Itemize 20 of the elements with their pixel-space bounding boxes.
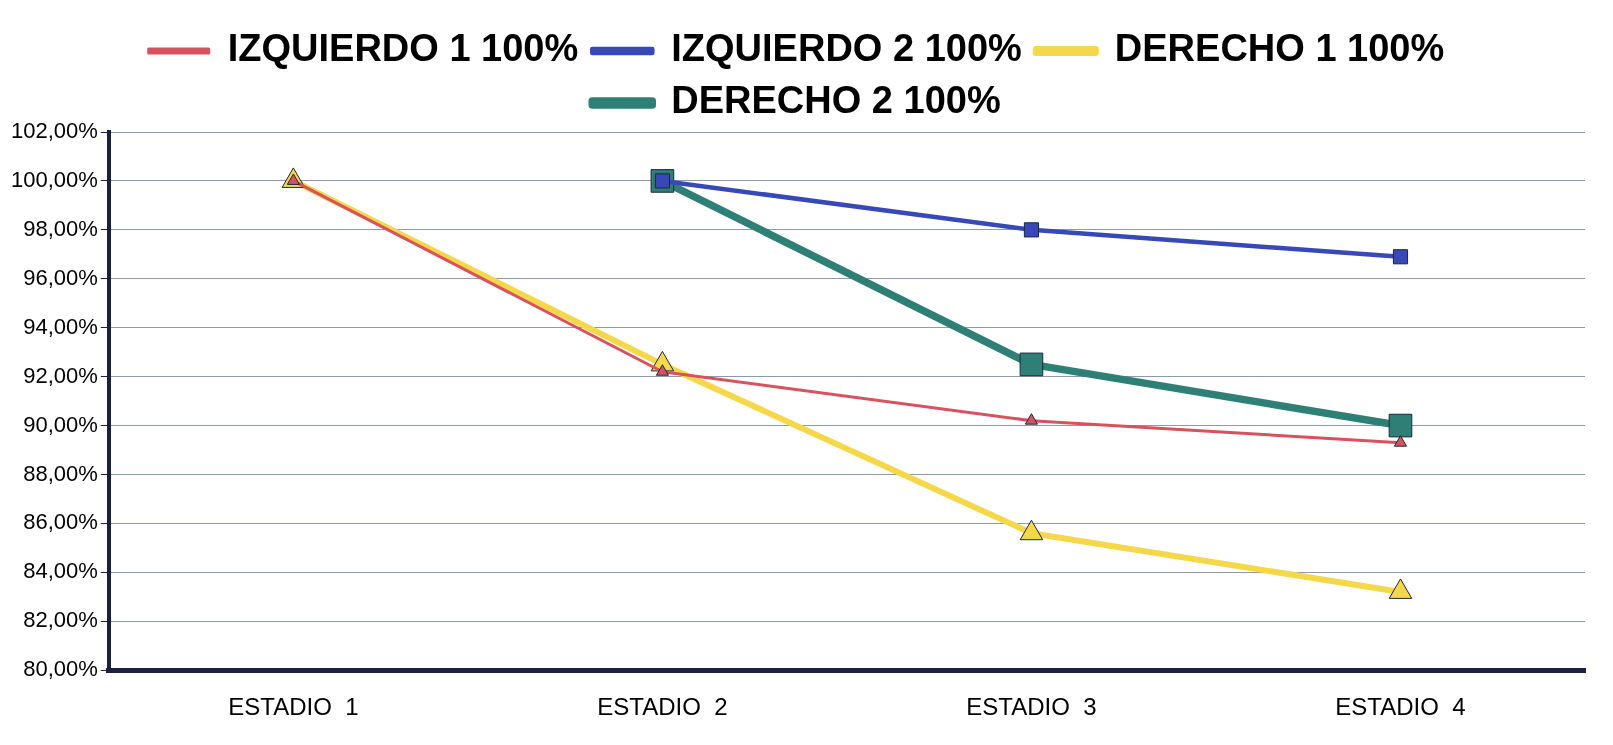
y-tick-label: 92,00% — [23, 362, 98, 388]
legend-label: DERECHO 1 100% — [1114, 27, 1445, 70]
x-tick-label: ESTADIO 1 — [228, 693, 359, 721]
y-tick-label: 102,00% — [10, 118, 98, 144]
y-tick-label: 98,00% — [23, 215, 98, 241]
legend-label: DERECHO 2 100% — [671, 79, 1001, 122]
y-tick-label: 90,00% — [23, 411, 98, 437]
x-tick-label: ESTADIO 3 — [966, 693, 1097, 721]
x-tick-label: ESTADIO 4 — [1335, 693, 1466, 721]
y-tick-label: 80,00% — [23, 656, 98, 682]
y-tick-label: 88,00% — [23, 460, 98, 486]
y-tick-label: 82,00% — [23, 607, 98, 633]
x-tick-label: ESTADIO 2 — [597, 693, 728, 721]
y-tick-label: 86,00% — [23, 509, 98, 535]
y-tick-label: 84,00% — [23, 558, 98, 584]
y-tick-label: 94,00% — [23, 313, 98, 339]
legend-label: IZQUIERDO 2 100% — [671, 27, 1022, 70]
y-tick-label: 96,00% — [23, 264, 98, 290]
y-tick-label: 100,00% — [10, 166, 98, 192]
legend-label: IZQUIERDO 1 100% — [227, 27, 579, 70]
